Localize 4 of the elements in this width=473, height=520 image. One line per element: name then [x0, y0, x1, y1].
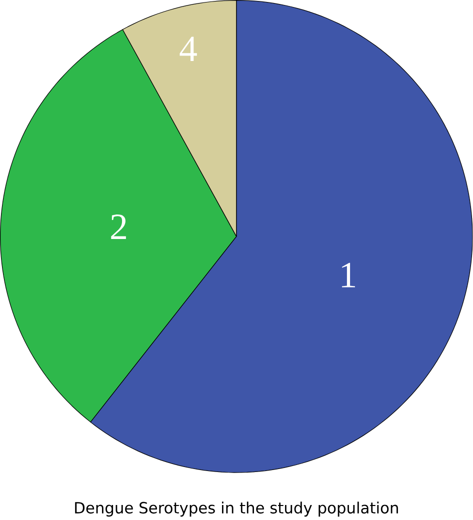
- text: Dengue Serotypes in the study population: [75, 502, 398, 517]
- slice-label: 1: [342, 262, 356, 288]
- slice-label: 2: [111, 214, 126, 240]
- slice-label: 4: [180, 36, 198, 62]
